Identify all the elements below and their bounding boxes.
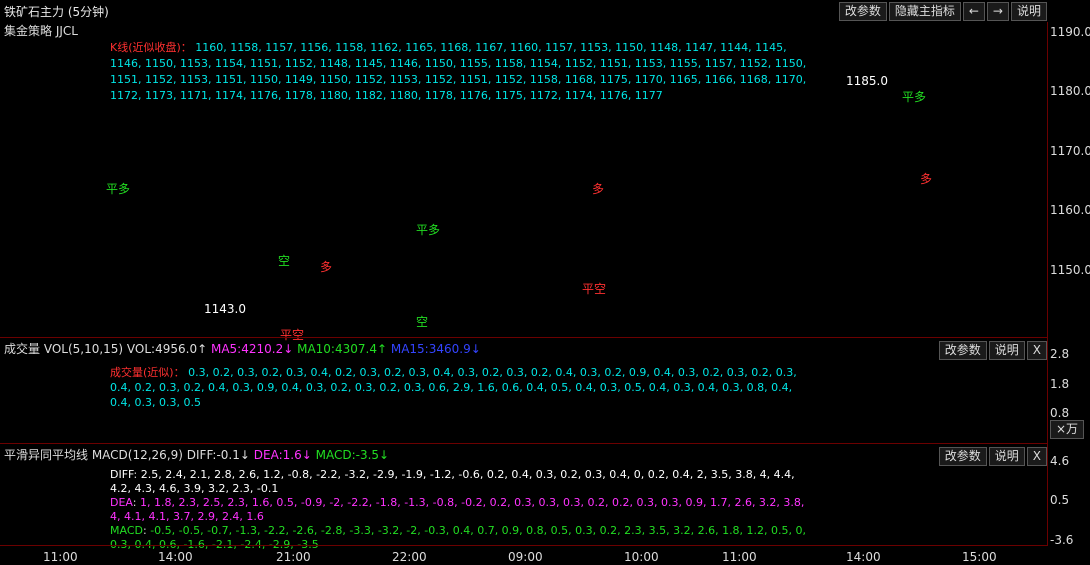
volume-series-label: 成交量(近似)： <box>110 366 185 379</box>
volume-series-readout: 成交量(近似)： 0.3, 0.2, 0.3, 0.2, 0.3, 0.4, 0… <box>110 365 810 425</box>
macd-series-readout: DIFF: 2.5, 2.4, 2.1, 2.8, 2.6, 1.2, -0.8… <box>110 468 810 551</box>
macd-y-tick-0.5: 0.5 <box>1050 493 1070 507</box>
volume-button-bar: 改参数 说明 X <box>938 341 1047 360</box>
dea-name: DEA <box>110 496 133 509</box>
macd-dea: DEA:1.6↓ <box>253 448 312 462</box>
diff-row: DIFF: 2.5, 2.4, 2.1, 2.8, 2.6, 1.2, -0.8… <box>110 468 795 495</box>
hide-main-indicator-button[interactable]: 隐藏主指标 <box>888 2 961 21</box>
diff-name: DIFF <box>110 468 134 481</box>
macd-y-tick-4.6: 4.6 <box>1050 454 1070 468</box>
x-tick-label: 11:00 <box>43 550 78 564</box>
macd-y-tick-minus-3.6: -3.6 <box>1050 533 1074 547</box>
volume-y-tick-1.8: 1.8 <box>1050 377 1070 391</box>
y-tick-1150: 1150.0 <box>1050 263 1090 277</box>
x-tick-label: 10:00 <box>624 550 659 564</box>
x-tick-label: 15:00 <box>962 550 997 564</box>
candle-series-label: K线(近似收盘)： <box>110 41 192 54</box>
dea-row: DEA: 1, 1.8, 2.3, 2.5, 2.3, 1.6, 0.5, -0… <box>110 496 805 523</box>
high-price-label: 1185.0 <box>846 74 888 88</box>
macd-panel-title: 平滑异同平均线 MACD(12,26,9) DIFF:-0.1↓ DEA:1.6… <box>4 446 389 463</box>
candle-series-readout: K线(近似收盘)： 1160, 1158, 1157, 1156, 1158, … <box>110 40 810 120</box>
x-tick-label: 14:00 <box>846 550 881 564</box>
strategy-subtitle: 集金策略 JJCL <box>4 24 78 38</box>
volume-ma5: MA5:4210.2↓ <box>210 342 294 356</box>
next-arrow-button[interactable]: → <box>986 2 1009 21</box>
prev-arrow-button[interactable]: ← <box>962 2 985 21</box>
macd-button-bar: 改参数 说明 X <box>938 447 1047 466</box>
header-button-bar: 改参数 隐藏主指标 ← → 说明 <box>838 2 1047 21</box>
macd-value: MACD:-3.5↓ <box>315 448 390 462</box>
macd-row: MACD: -0.5, -0.5, -0.7, -1.3, -2.2, -2.6… <box>110 524 807 551</box>
dea-values: 1, 1.8, 2.3, 2.5, 2.3, 1.6, 0.5, -0.9, -… <box>110 496 805 523</box>
volume-unit-badge[interactable]: ×万 <box>1050 420 1085 439</box>
right-axis-line <box>1047 22 1048 545</box>
signal-label: 平空 <box>582 282 607 296</box>
volume-series-values: 0.3, 0.2, 0.3, 0.2, 0.3, 0.4, 0.2, 0.3, … <box>110 366 797 409</box>
volume-y-tick-0.8: 0.8 <box>1050 406 1070 420</box>
volume-title: 成交量 VOL(5,10,15) VOL:4956.0↑ <box>4 342 208 356</box>
volume-ma10: MA10:4307.4↑ <box>297 342 388 356</box>
macd-title: 平滑异同平均线 MACD(12,26,9) DIFF:-0.1↓ <box>4 448 250 462</box>
x-axis-line <box>0 545 1048 546</box>
x-tick-label: 14:00 <box>158 550 193 564</box>
macd-close-button[interactable]: X <box>1026 447 1047 466</box>
signal-label: 多 <box>320 260 333 274</box>
macd-panel-separator <box>0 443 1048 444</box>
help-button[interactable]: 说明 <box>1010 2 1047 21</box>
low-price-label: 1143.0 <box>204 302 246 316</box>
signal-label: 平空 <box>280 328 305 342</box>
x-tick-label: 22:00 <box>392 550 427 564</box>
signal-label: 平多 <box>106 182 131 196</box>
signal-label: 空 <box>278 254 291 268</box>
window-header: 铁矿石主力 (5分钟) 改参数 隐藏主指标 ← → 说明 <box>0 0 1090 22</box>
x-tick-label: 11:00 <box>722 550 757 564</box>
signal-label: 多 <box>920 172 933 186</box>
volume-y-tick-2.8: 2.8 <box>1050 347 1070 361</box>
candle-series-values: 1160, 1158, 1157, 1156, 1158, 1162, 1165… <box>110 41 807 102</box>
macd-name: MACD <box>110 524 143 537</box>
volume-change-params-button[interactable]: 改参数 <box>938 341 987 360</box>
signal-label: 平多 <box>416 223 441 237</box>
change-params-button[interactable]: 改参数 <box>838 2 887 21</box>
chart-title: 铁矿石主力 (5分钟) <box>4 5 109 19</box>
y-tick-1180: 1180.0 <box>1050 84 1090 98</box>
signal-label: 多 <box>592 182 605 196</box>
volume-panel-separator <box>0 337 1048 338</box>
y-tick-1190: 1190.0 <box>1050 25 1090 39</box>
volume-close-button[interactable]: X <box>1026 341 1047 360</box>
x-tick-label: 21:00 <box>276 550 311 564</box>
signal-label: 空 <box>416 315 429 329</box>
macd-values: -0.5, -0.5, -0.7, -1.3, -2.2, -2.6, -2.8… <box>110 524 807 551</box>
macd-change-params-button[interactable]: 改参数 <box>938 447 987 466</box>
macd-help-button[interactable]: 说明 <box>988 447 1025 466</box>
volume-help-button[interactable]: 说明 <box>988 341 1025 360</box>
signal-label: 平多 <box>902 90 927 104</box>
y-tick-1170: 1170.0 <box>1050 144 1090 158</box>
volume-panel-title: 成交量 VOL(5,10,15) VOL:4956.0↑ MA5:4210.2↓… <box>4 340 481 357</box>
volume-ma15: MA15:3460.9↓ <box>390 342 481 356</box>
x-tick-label: 09:00 <box>508 550 543 564</box>
diff-values: 2.5, 2.4, 2.1, 2.8, 2.6, 1.2, -0.8, -2.2… <box>110 468 795 495</box>
y-tick-1160: 1160.0 <box>1050 203 1090 217</box>
